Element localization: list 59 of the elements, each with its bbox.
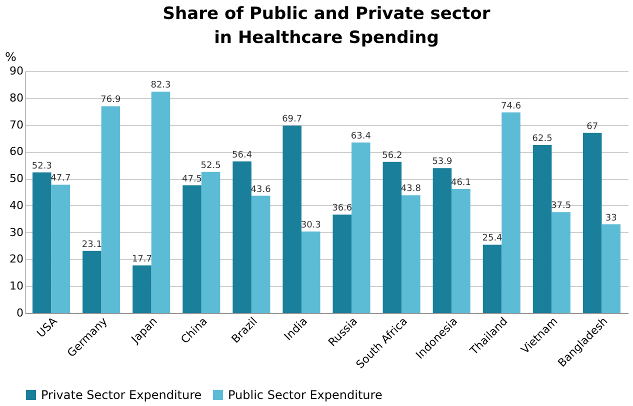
x-tick-label: USA: [34, 314, 60, 340]
bar: [332, 214, 352, 313]
bar: [101, 106, 120, 313]
data-label: 17.7: [132, 254, 152, 264]
y-tick-label: 80: [10, 91, 24, 104]
chart-title: Share of Public and Private sector in Healthcare Spending: [162, 4, 491, 48]
bar: [301, 232, 320, 313]
legend-label: Public Sector Expenditure: [228, 388, 382, 402]
data-label: 82.3: [150, 80, 171, 91]
data-label: 74.6: [501, 101, 522, 112]
bar: [532, 144, 552, 313]
bar: [482, 244, 502, 313]
bar: [201, 172, 220, 313]
data-label: 30.3: [300, 220, 321, 231]
bar: [151, 92, 170, 313]
bar: [232, 161, 252, 313]
bar: [502, 112, 520, 313]
y-tick-label: 20: [10, 252, 24, 266]
y-tick-label: 60: [10, 145, 24, 158]
bar: [602, 224, 620, 313]
bar: [251, 196, 270, 313]
data-label: 56.2: [382, 150, 402, 161]
bar: [432, 168, 452, 313]
data-label: 76.9: [100, 95, 121, 106]
data-label: 47.5: [182, 174, 202, 184]
bar: [82, 250, 102, 313]
y-tick-label: 50: [10, 172, 24, 186]
data-label: 52.3: [32, 161, 52, 172]
data-label: 56.4: [232, 150, 252, 160]
data-label: 46.1: [450, 178, 472, 188]
y-tick-label: 70: [10, 118, 24, 132]
bar: [382, 162, 402, 313]
bar: [51, 184, 70, 313]
data-label: 37.5: [551, 201, 572, 212]
data-label: 23.1: [82, 240, 102, 250]
data-label: 36.6: [332, 204, 352, 214]
bar: [32, 172, 52, 313]
y-tick-label: 10: [10, 280, 24, 293]
y-axis-title: %: [5, 50, 16, 64]
y-tick-label: 0: [16, 306, 24, 320]
data-label: 67: [586, 122, 598, 132]
data-label: 53.9: [432, 157, 453, 168]
bar: [132, 265, 152, 313]
y-tick-label: 90: [10, 64, 24, 78]
bar: [552, 212, 570, 313]
data-label: 63.4: [350, 132, 372, 142]
y-tick-label: 40: [10, 198, 24, 212]
bar: [282, 126, 302, 313]
data-label: 69.7: [282, 114, 302, 125]
bar: [352, 142, 370, 313]
bar: [452, 189, 470, 313]
legend-label: Private Sector Expenditure: [41, 388, 202, 402]
bar: [182, 185, 202, 313]
data-label: 62.5: [532, 134, 552, 144]
bar: [402, 195, 420, 313]
y-tick-label: 30: [10, 226, 24, 239]
data-label: 52.5: [200, 160, 221, 171]
data-label: 33: [605, 213, 617, 224]
bar: [582, 132, 602, 313]
